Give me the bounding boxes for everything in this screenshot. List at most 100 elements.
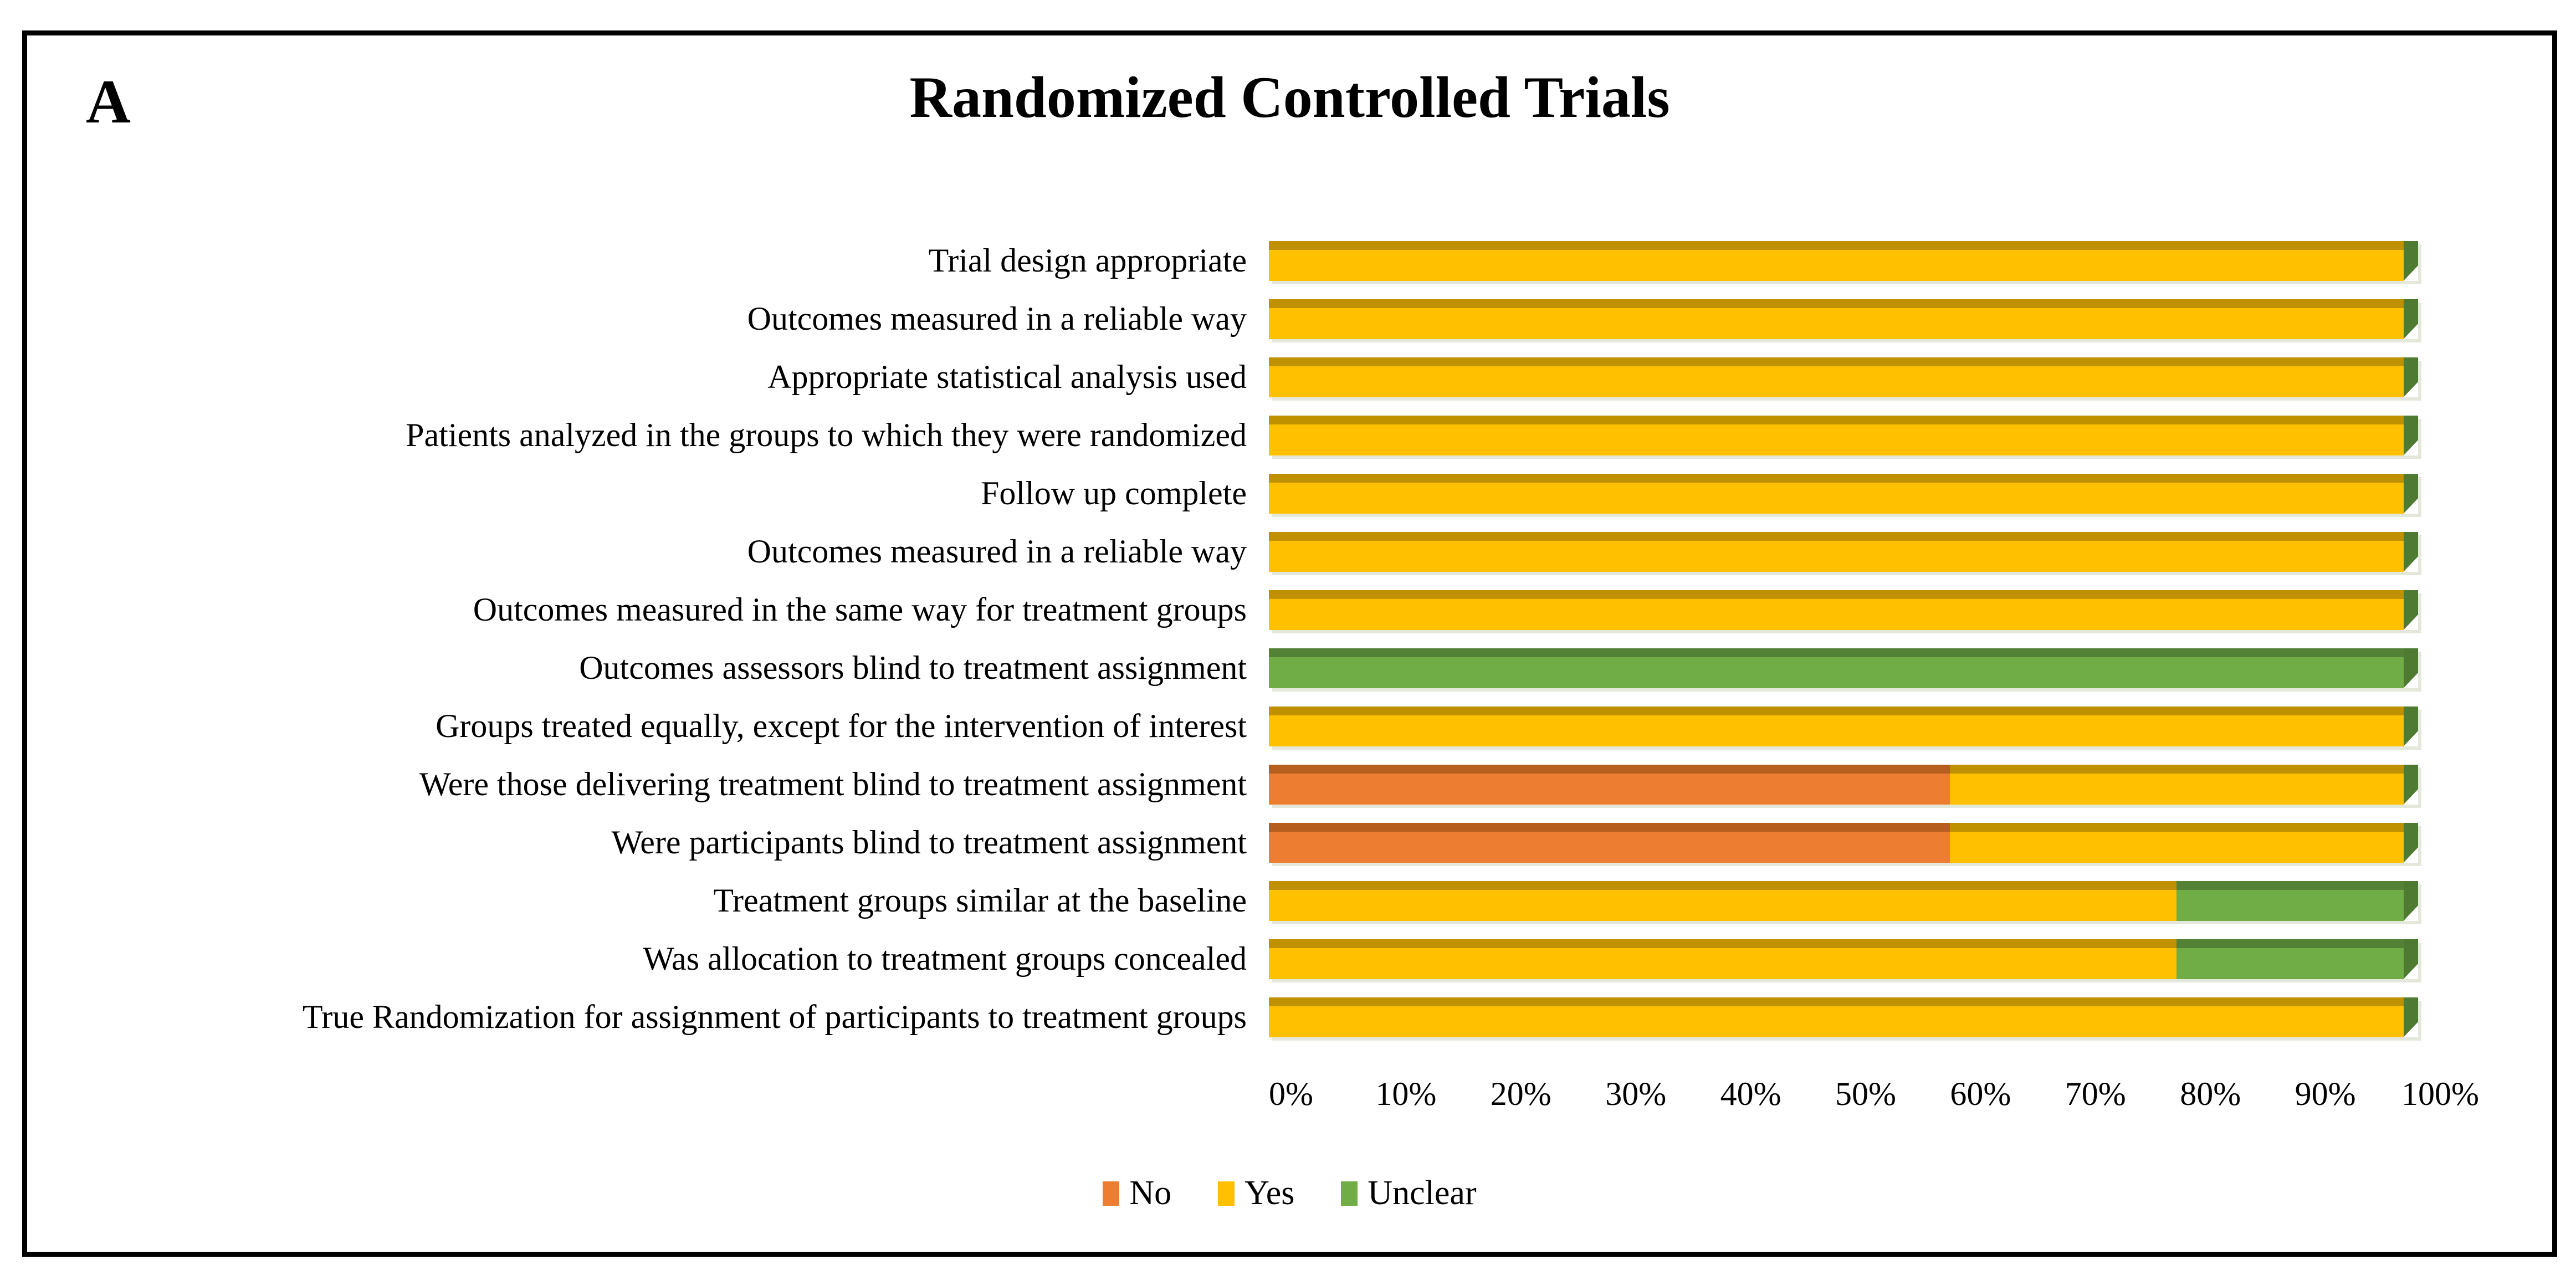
category-label: Outcomes measured in the same way for tr… xyxy=(473,591,1247,628)
category-label: Trial design appropriate xyxy=(928,242,1247,279)
bar-end-cap xyxy=(2404,473,2418,514)
bar-segment-yes xyxy=(1949,822,2404,863)
bar-segment-yes xyxy=(1269,939,2177,979)
x-axis-tick: 40% xyxy=(1720,1076,1781,1112)
bar-end-cap xyxy=(2404,939,2418,979)
legend-swatch-yes xyxy=(1218,1181,1235,1206)
stacked-bar xyxy=(1269,648,2418,688)
bar-segment-yes xyxy=(1269,590,2404,630)
category-label: Groups treated equally, except for the i… xyxy=(436,707,1247,744)
bar-row: True Randomization for assignment of par… xyxy=(0,988,2576,1046)
bar-row: Outcomes measured in a reliable way xyxy=(0,290,2576,348)
category-label: Appropriate statistical analysis used xyxy=(767,358,1247,395)
legend-item-no: No xyxy=(1103,1174,1171,1213)
chart-title: Randomized Controlled Trials xyxy=(909,65,1670,130)
bar-end-cap xyxy=(2404,415,2418,455)
stacked-bar xyxy=(1269,939,2418,979)
bar-segment-yes xyxy=(1269,299,2404,339)
bar-end-cap xyxy=(2404,357,2418,397)
x-axis-tick: 20% xyxy=(1490,1076,1551,1112)
bar-row: Treatment groups similar at the baseline xyxy=(0,872,2576,930)
bar-segment-yes xyxy=(1269,531,2404,572)
category-label: Outcomes measured in a reliable way xyxy=(747,533,1247,570)
bar-segment-no xyxy=(1269,764,1950,805)
bar-segment-yes xyxy=(1269,240,2404,281)
x-axis-tick: 10% xyxy=(1375,1076,1437,1112)
x-axis-tick: 50% xyxy=(1835,1076,1896,1112)
stacked-bar xyxy=(1269,299,2418,339)
bar-end-cap xyxy=(2404,531,2418,572)
bar-segment-yes xyxy=(1949,764,2404,805)
bar-row: Outcomes measured in a reliable way xyxy=(0,523,2576,581)
bar-row: Follow up complete xyxy=(0,464,2576,523)
category-label: Treatment groups similar at the baseline xyxy=(713,882,1247,919)
bar-end-cap xyxy=(2404,590,2418,630)
bar-row: Were those delivering treatment blind to… xyxy=(0,755,2576,813)
bar-segment-yes xyxy=(1269,415,2404,455)
x-axis-tick: 60% xyxy=(1950,1076,2011,1112)
bar-segment-yes xyxy=(1269,997,2404,1037)
legend-label: Yes xyxy=(1245,1174,1295,1212)
stacked-bar xyxy=(1269,997,2418,1037)
bar-end-cap xyxy=(2404,997,2418,1037)
stacked-bar xyxy=(1269,531,2418,572)
x-axis-tick: 70% xyxy=(2065,1076,2126,1112)
x-axis-tick: 80% xyxy=(2180,1076,2241,1112)
x-axis-tick: 0% xyxy=(1269,1076,1313,1112)
x-axis-tick: 90% xyxy=(2295,1076,2356,1112)
category-label: Were participants blind to treatment ass… xyxy=(611,823,1247,861)
legend-label: No xyxy=(1129,1174,1172,1212)
stacked-bar xyxy=(1269,706,2418,746)
bar-end-cap xyxy=(2404,880,2418,921)
legend-item-yes: Yes xyxy=(1218,1174,1294,1213)
bar-end-cap xyxy=(2404,706,2418,746)
stacked-bar xyxy=(1269,240,2418,281)
bar-row: Was allocation to treatment groups conce… xyxy=(0,930,2576,988)
bar-end-cap xyxy=(2404,822,2418,863)
bar-segment-unclear xyxy=(2176,939,2404,979)
category-label: Was allocation to treatment groups conce… xyxy=(643,940,1247,977)
category-label: True Randomization for assignment of par… xyxy=(302,998,1247,1035)
stacked-bar xyxy=(1269,415,2418,455)
bar-row: Appropriate statistical analysis used xyxy=(0,348,2576,406)
bar-row: Patients analyzed in the groups to which… xyxy=(0,406,2576,464)
stacked-bar xyxy=(1269,764,2418,805)
panel-label: A xyxy=(86,68,131,136)
x-axis-tick: 100% xyxy=(2401,1076,2479,1112)
stacked-bar xyxy=(1269,880,2418,921)
category-label: Outcomes assessors blind to treatment as… xyxy=(579,649,1247,686)
category-label: Patients analyzed in the groups to which… xyxy=(406,416,1247,453)
legend-label: Unclear xyxy=(1368,1174,1477,1212)
bar-row: Outcomes measured in the same way for tr… xyxy=(0,581,2576,639)
category-label: Follow up complete xyxy=(981,474,1247,511)
bar-segment-no xyxy=(1269,822,1950,863)
chart-frame xyxy=(22,30,2557,1257)
stacked-bar xyxy=(1269,822,2418,863)
category-label: Were those delivering treatment blind to… xyxy=(419,765,1247,802)
bar-end-cap xyxy=(2404,240,2418,281)
bar-end-cap xyxy=(2404,299,2418,339)
bar-row: Outcomes assessors blind to treatment as… xyxy=(0,639,2576,697)
category-label: Outcomes measured in a reliable way xyxy=(747,300,1247,337)
bar-segment-yes xyxy=(1269,357,2404,397)
legend-swatch-no xyxy=(1103,1181,1120,1206)
bar-row: Were participants blind to treatment ass… xyxy=(0,813,2576,872)
stacked-bar xyxy=(1269,590,2418,630)
bar-segment-yes xyxy=(1269,880,2177,921)
x-axis-tick: 30% xyxy=(1605,1076,1667,1112)
legend-swatch-unclear xyxy=(1341,1181,1358,1206)
legend: No Yes Unclear xyxy=(22,1174,2557,1213)
legend-item-unclear: Unclear xyxy=(1341,1174,1477,1213)
bar-segment-unclear xyxy=(2176,880,2404,921)
bar-segment-yes xyxy=(1269,706,2404,746)
stacked-bar xyxy=(1269,357,2418,397)
bar-row: Trial design appropriate xyxy=(0,232,2576,290)
stacked-bar xyxy=(1269,473,2418,514)
bar-rows: Trial design appropriate Outcomes measure… xyxy=(0,232,2576,1046)
x-axis: 0% 10% 20% 30% 40% 50% 60% 70% 80% 90% 100% xyxy=(1269,1075,2479,1119)
bar-segment-unclear xyxy=(1269,648,2404,688)
bar-end-cap xyxy=(2404,648,2418,688)
bar-end-cap xyxy=(2404,764,2418,805)
bar-row: Groups treated equally, except for the i… xyxy=(0,697,2576,755)
bar-segment-yes xyxy=(1269,473,2404,514)
